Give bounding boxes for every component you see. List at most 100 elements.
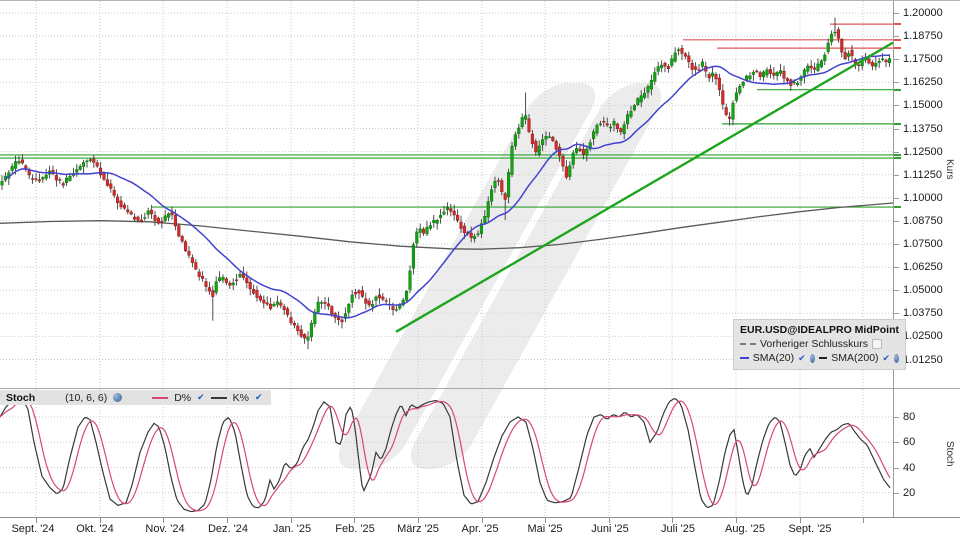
- price-tick-label: 1.17500: [903, 53, 943, 66]
- sma-row: SMA(20) ✔ SMA(200) ✔: [740, 351, 899, 365]
- stoch-k-checkbox[interactable]: ✔: [255, 392, 263, 402]
- stoch-axis[interactable]: Stoch 80 60 40 20: [894, 389, 960, 517]
- price-tick-label: 1.08750: [903, 214, 943, 227]
- price-tick: [894, 36, 899, 38]
- month-label: Nov. '24: [145, 523, 185, 535]
- price-tick-label: 1.13750: [903, 122, 943, 135]
- month-label: Feb. '25: [335, 523, 375, 535]
- month-label: Juni '25: [591, 523, 629, 535]
- month-tick: [609, 518, 610, 523]
- sma20-line: [5, 54, 890, 319]
- month-tick: [736, 518, 737, 523]
- month-tick: [545, 518, 546, 523]
- month-tick: [863, 518, 864, 523]
- stoch-d-line: [0, 398, 891, 512]
- price-tick: [894, 244, 899, 245]
- price-tick: [894, 313, 899, 315]
- stoch-tick-label: 60: [903, 436, 916, 449]
- instrument-title-row: EUR.USD@IDEALPRO MidPoint: [740, 323, 899, 337]
- price-tick-label: 1.15000: [903, 99, 943, 112]
- stoch-panel[interactable]: [0, 389, 893, 517]
- candles: [0, 17, 891, 350]
- month-tick: [672, 518, 673, 523]
- stoch-params: (10, 6, 6): [65, 391, 108, 404]
- time-axis[interactable]: Sept. '24 Okt. '24 Nov. '24 Dez. '24 Jan. '2…: [0, 518, 960, 541]
- price-tick-label: 1.03750: [903, 307, 943, 320]
- price-tick: [894, 82, 899, 84]
- instrument-title: EUR.USD@IDEALPRO MidPoint: [740, 324, 899, 336]
- month-tick: [36, 518, 37, 523]
- sma20-checkbox[interactable]: ✔: [798, 352, 806, 363]
- month-label: Aug. '25: [724, 523, 766, 535]
- prev-close-row: Vorheriger Schlusskurs: [740, 337, 899, 351]
- instrument-legend[interactable]: EUR.USD@IDEALPRO MidPoint Vorheriger Sch…: [733, 319, 906, 370]
- sma200-line: [0, 202, 893, 250]
- sma20-label: SMA(20): [752, 352, 795, 364]
- globe-icon[interactable]: [809, 353, 815, 363]
- month-tick: [291, 518, 292, 523]
- price-tick: [894, 151, 899, 153]
- price-tick-label: 1.16250: [903, 76, 943, 89]
- stoch-tick-label: 40: [903, 461, 916, 474]
- price-tick-label: 1.10000: [903, 191, 943, 204]
- price-tick-label: 1.12500: [903, 145, 943, 158]
- stoch-k-line-sample: [210, 396, 227, 399]
- prev-close-label: Vorheriger Schlusskurs: [760, 338, 868, 350]
- month-label: Sept. '25: [788, 523, 832, 535]
- price-tick-label: 1.18750: [903, 30, 943, 43]
- stoch-legend[interactable]: Stoch (10, 6, 6) D% ✔ K% ✔: [0, 390, 271, 405]
- month-label: Okt. '24: [76, 523, 114, 535]
- price-tick: [894, 267, 899, 269]
- price-tick-label: 1.01250: [903, 353, 943, 366]
- month-label: Dez. '24: [207, 523, 249, 535]
- price-tick: [894, 220, 899, 222]
- stoch-tick-label: 20: [903, 486, 916, 499]
- month-label: Sept. '24: [11, 523, 55, 535]
- price-tick-label: 1.11250: [903, 168, 942, 181]
- month-label: März '25: [397, 523, 439, 535]
- month-tick: [163, 518, 164, 523]
- stoch-k-label: K%: [232, 391, 250, 404]
- stoch-gridlines: [0, 389, 893, 517]
- stoch-tick-label: 80: [903, 411, 916, 423]
- globe-icon[interactable]: [113, 393, 123, 402]
- level-tick: [894, 206, 901, 209]
- trend-line: [395, 41, 893, 333]
- price-tick-label: 1.05000: [903, 284, 943, 297]
- month-label: Apr. '25: [461, 523, 499, 535]
- month-tick: [800, 518, 801, 523]
- level-tick: [894, 157, 901, 160]
- price-tick-label: 1.20000: [903, 7, 943, 19]
- stoch-d-line-sample: [152, 396, 169, 399]
- sma200-line-sample: [818, 357, 828, 359]
- stoch-tick: [894, 492, 899, 494]
- prev-close-line-sample: [740, 343, 756, 345]
- level-tick: [894, 88, 901, 91]
- level-tick: [894, 47, 901, 50]
- level-tick: [894, 153, 901, 156]
- globe-icon[interactable]: [894, 353, 899, 363]
- price-tick: [894, 197, 899, 199]
- price-axis[interactable]: Kurs 1.20000 1.18750 1.17500 1.16250 1.15000…: [894, 1, 960, 388]
- level-tick: [894, 38, 901, 41]
- sma200-checkbox[interactable]: ✔: [882, 352, 891, 363]
- price-tick-label: 1.07500: [903, 238, 943, 250]
- axis-border: [893, 1, 894, 517]
- price-tick: [894, 290, 899, 292]
- panel-separator[interactable]: [0, 388, 960, 389]
- month-tick: [100, 518, 101, 523]
- bottom-separator: [0, 517, 960, 518]
- stoch-d-checkbox[interactable]: ✔: [197, 392, 205, 402]
- price-tick-label: 1.06250: [903, 261, 943, 274]
- level-tick: [894, 122, 901, 125]
- month-label: Mai '25: [527, 523, 563, 535]
- price-tick: [894, 174, 899, 176]
- prev-close-checkbox[interactable]: [871, 339, 882, 349]
- month-tick: [482, 518, 483, 523]
- stoch-name: Stoch: [6, 391, 36, 404]
- price-tick: [894, 128, 899, 130]
- support-resistance-lines: [0, 23, 893, 208]
- month-tick: [354, 518, 355, 523]
- stoch-tick: [894, 442, 899, 444]
- month-tick: [227, 518, 228, 523]
